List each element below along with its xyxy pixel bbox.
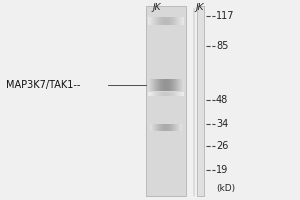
FancyBboxPatch shape	[146, 6, 186, 196]
Text: 34: 34	[216, 119, 228, 129]
Text: 19: 19	[216, 165, 228, 175]
FancyBboxPatch shape	[196, 6, 204, 196]
Text: 48: 48	[216, 95, 228, 105]
Text: JK: JK	[152, 2, 161, 11]
Text: MAP3K7/TAK1--: MAP3K7/TAK1--	[6, 80, 80, 90]
Text: 85: 85	[216, 41, 228, 51]
Text: (kD): (kD)	[216, 184, 235, 194]
Text: JK: JK	[196, 2, 204, 11]
Text: 26: 26	[216, 141, 228, 151]
Text: 117: 117	[216, 11, 235, 21]
